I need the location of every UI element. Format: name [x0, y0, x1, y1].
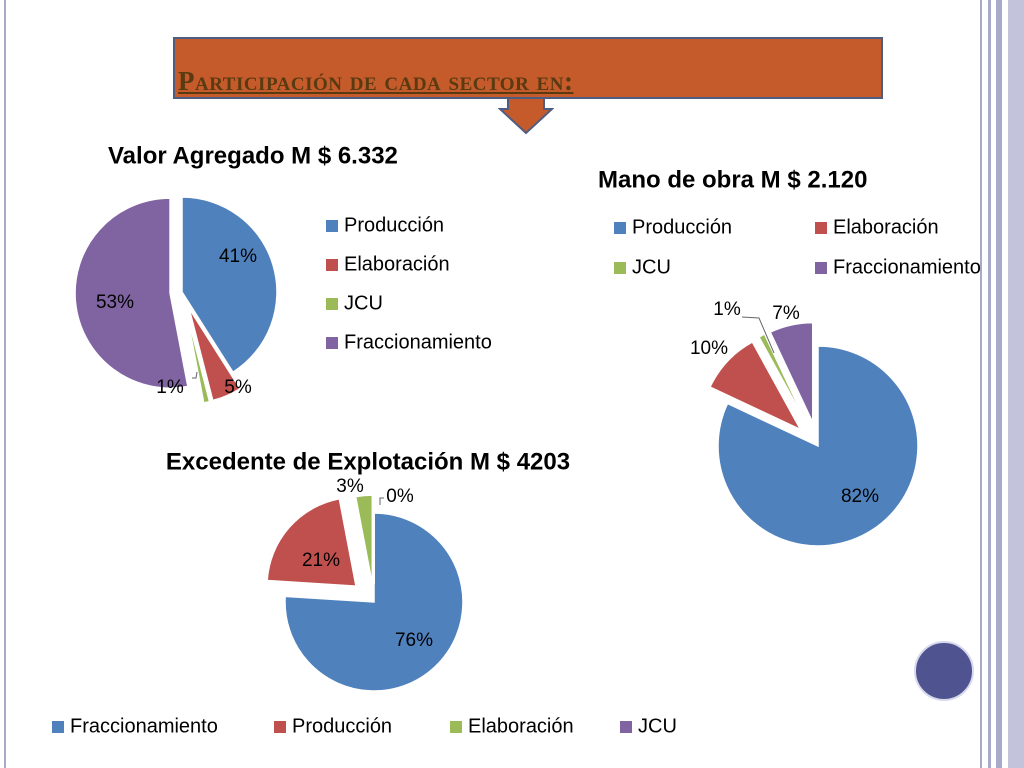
frame-right-band — [1008, 0, 1024, 768]
frame-right-line-3 — [996, 0, 1002, 768]
slide-title: Participación de cada sector en: — [178, 66, 574, 96]
decorative-circle — [914, 641, 974, 701]
pie-slice-jcu — [757, 333, 808, 425]
data-label: 41% — [219, 246, 257, 267]
legend-swatch — [450, 721, 462, 733]
pie-slice-jcu — [185, 309, 211, 404]
label-leader-line — [379, 497, 384, 505]
pie-slice-fraccionamiento — [769, 321, 814, 423]
legend-swatch — [614, 222, 626, 234]
data-label: 53% — [96, 292, 134, 313]
data-label: 1% — [713, 299, 741, 320]
data-label: 82% — [841, 486, 879, 507]
data-label: 10% — [690, 338, 728, 359]
pie-slice-elaboración — [354, 494, 374, 585]
legend-entry: JCU — [638, 715, 677, 737]
data-label: 21% — [302, 550, 340, 571]
pie-chart-1 — [74, 196, 278, 404]
legend — [326, 220, 338, 349]
legend — [52, 721, 632, 733]
label-leader-line — [192, 371, 198, 379]
legend-swatch — [815, 262, 827, 274]
data-label: 1% — [156, 377, 184, 398]
data-label: 5% — [224, 377, 252, 398]
pie-slice-producción — [266, 497, 357, 587]
data-label: 3% — [336, 476, 364, 497]
pie-slice-fraccionamiento — [74, 197, 189, 389]
legend-entry: Producción — [632, 216, 732, 238]
legend — [614, 222, 827, 274]
data-label: 76% — [395, 630, 433, 651]
title-banner — [173, 37, 883, 99]
legend-entry: JCU — [632, 256, 671, 278]
legend-swatch — [326, 220, 338, 232]
pie-slice-producción — [717, 345, 919, 547]
chart-title: Valor Agregado M $ 6.332 — [108, 142, 398, 169]
legend-swatch — [815, 222, 827, 234]
label-leader-line — [741, 316, 775, 354]
pie-chart-3 — [266, 494, 464, 692]
pie-slice-elaboración — [188, 308, 242, 402]
legend-entry: Fraccionamiento — [833, 256, 981, 278]
frame-right-line-2 — [988, 0, 991, 768]
legend-swatch — [620, 721, 632, 733]
pie-chart-2 — [709, 316, 919, 547]
legend-swatch — [326, 337, 338, 349]
data-label: 7% — [772, 303, 800, 324]
chart-title: Mano de obra M $ 2.120 — [598, 166, 867, 193]
legend-swatch — [326, 298, 338, 310]
legend-swatch — [326, 259, 338, 271]
pie-slice-fraccionamiento — [284, 512, 464, 692]
legend-entry: Elaboración — [344, 253, 450, 275]
legend-entry: Fraccionamiento — [70, 715, 218, 737]
frame-left-line — [4, 0, 6, 768]
data-label: 0% — [386, 486, 414, 507]
pie-slice-elaboración — [709, 340, 803, 432]
legend-swatch — [52, 721, 64, 733]
chart-title: Excedente de Explotación M $ 4203 — [166, 448, 570, 475]
legend-swatch — [274, 721, 286, 733]
pie-slice-producción — [181, 196, 278, 374]
legend-entry: Producción — [292, 715, 392, 737]
legend-entry: Fraccionamiento — [344, 331, 492, 353]
legend-entry: Producción — [344, 214, 444, 236]
legend-entry: Elaboración — [833, 216, 939, 238]
frame-right-line-1 — [980, 0, 982, 768]
down-arrow-icon — [498, 97, 554, 135]
legend-swatch — [614, 262, 626, 274]
legend-entry: JCU — [344, 292, 383, 314]
legend-entry: Elaboración — [468, 715, 574, 737]
